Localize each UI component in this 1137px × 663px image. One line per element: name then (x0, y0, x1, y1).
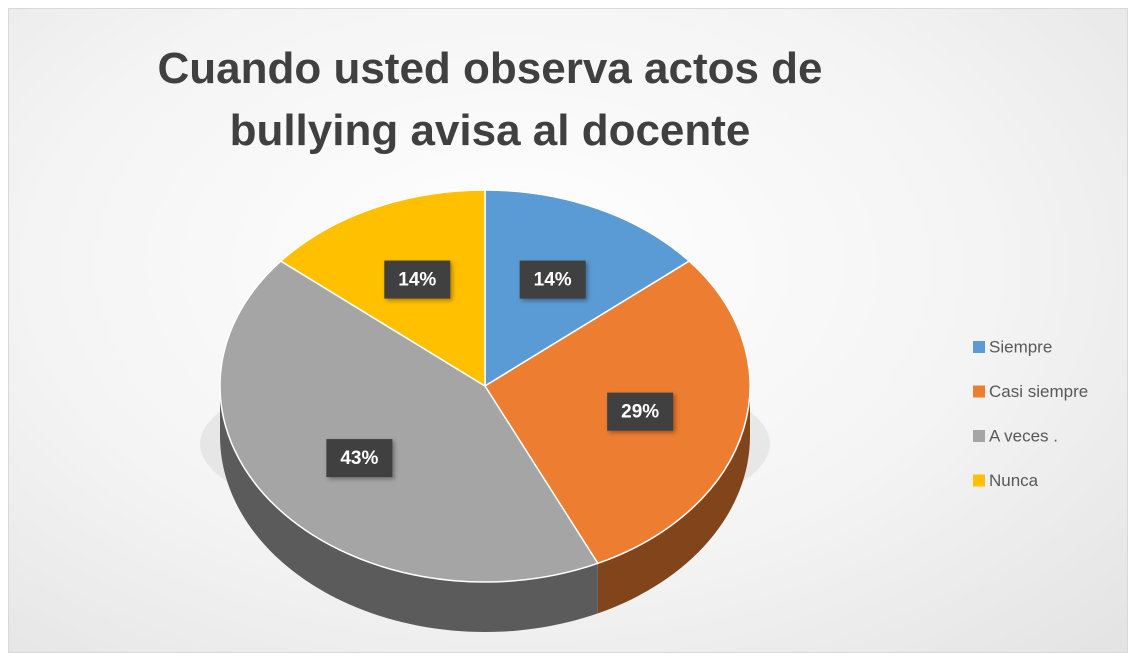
pie-slice (484, 189, 691, 388)
value-label: 14% (534, 270, 572, 291)
legend-swatch (973, 474, 985, 487)
legend-swatch (973, 430, 985, 442)
value-label: 29% (621, 402, 659, 423)
slice-side (597, 386, 750, 614)
legend-swatch (973, 341, 985, 353)
value-label-box (607, 392, 674, 431)
legend-label: Nunca (989, 471, 1039, 490)
value-label-box (384, 260, 451, 299)
legend-label: Siempre (989, 337, 1052, 356)
legend-swatch (973, 385, 985, 398)
value-label: 43% (340, 448, 378, 469)
slice-side (220, 386, 598, 632)
legend-label: A veces . (989, 426, 1058, 445)
value-label-box (519, 260, 586, 299)
pie-slice (279, 189, 486, 388)
value-label: 14% (398, 270, 436, 291)
legend-label: Casi siempre (989, 382, 1088, 401)
chart-title: Cuando usted observa actos de bullying a… (157, 44, 823, 155)
value-label-box (326, 439, 393, 478)
pie-slice (219, 260, 599, 583)
